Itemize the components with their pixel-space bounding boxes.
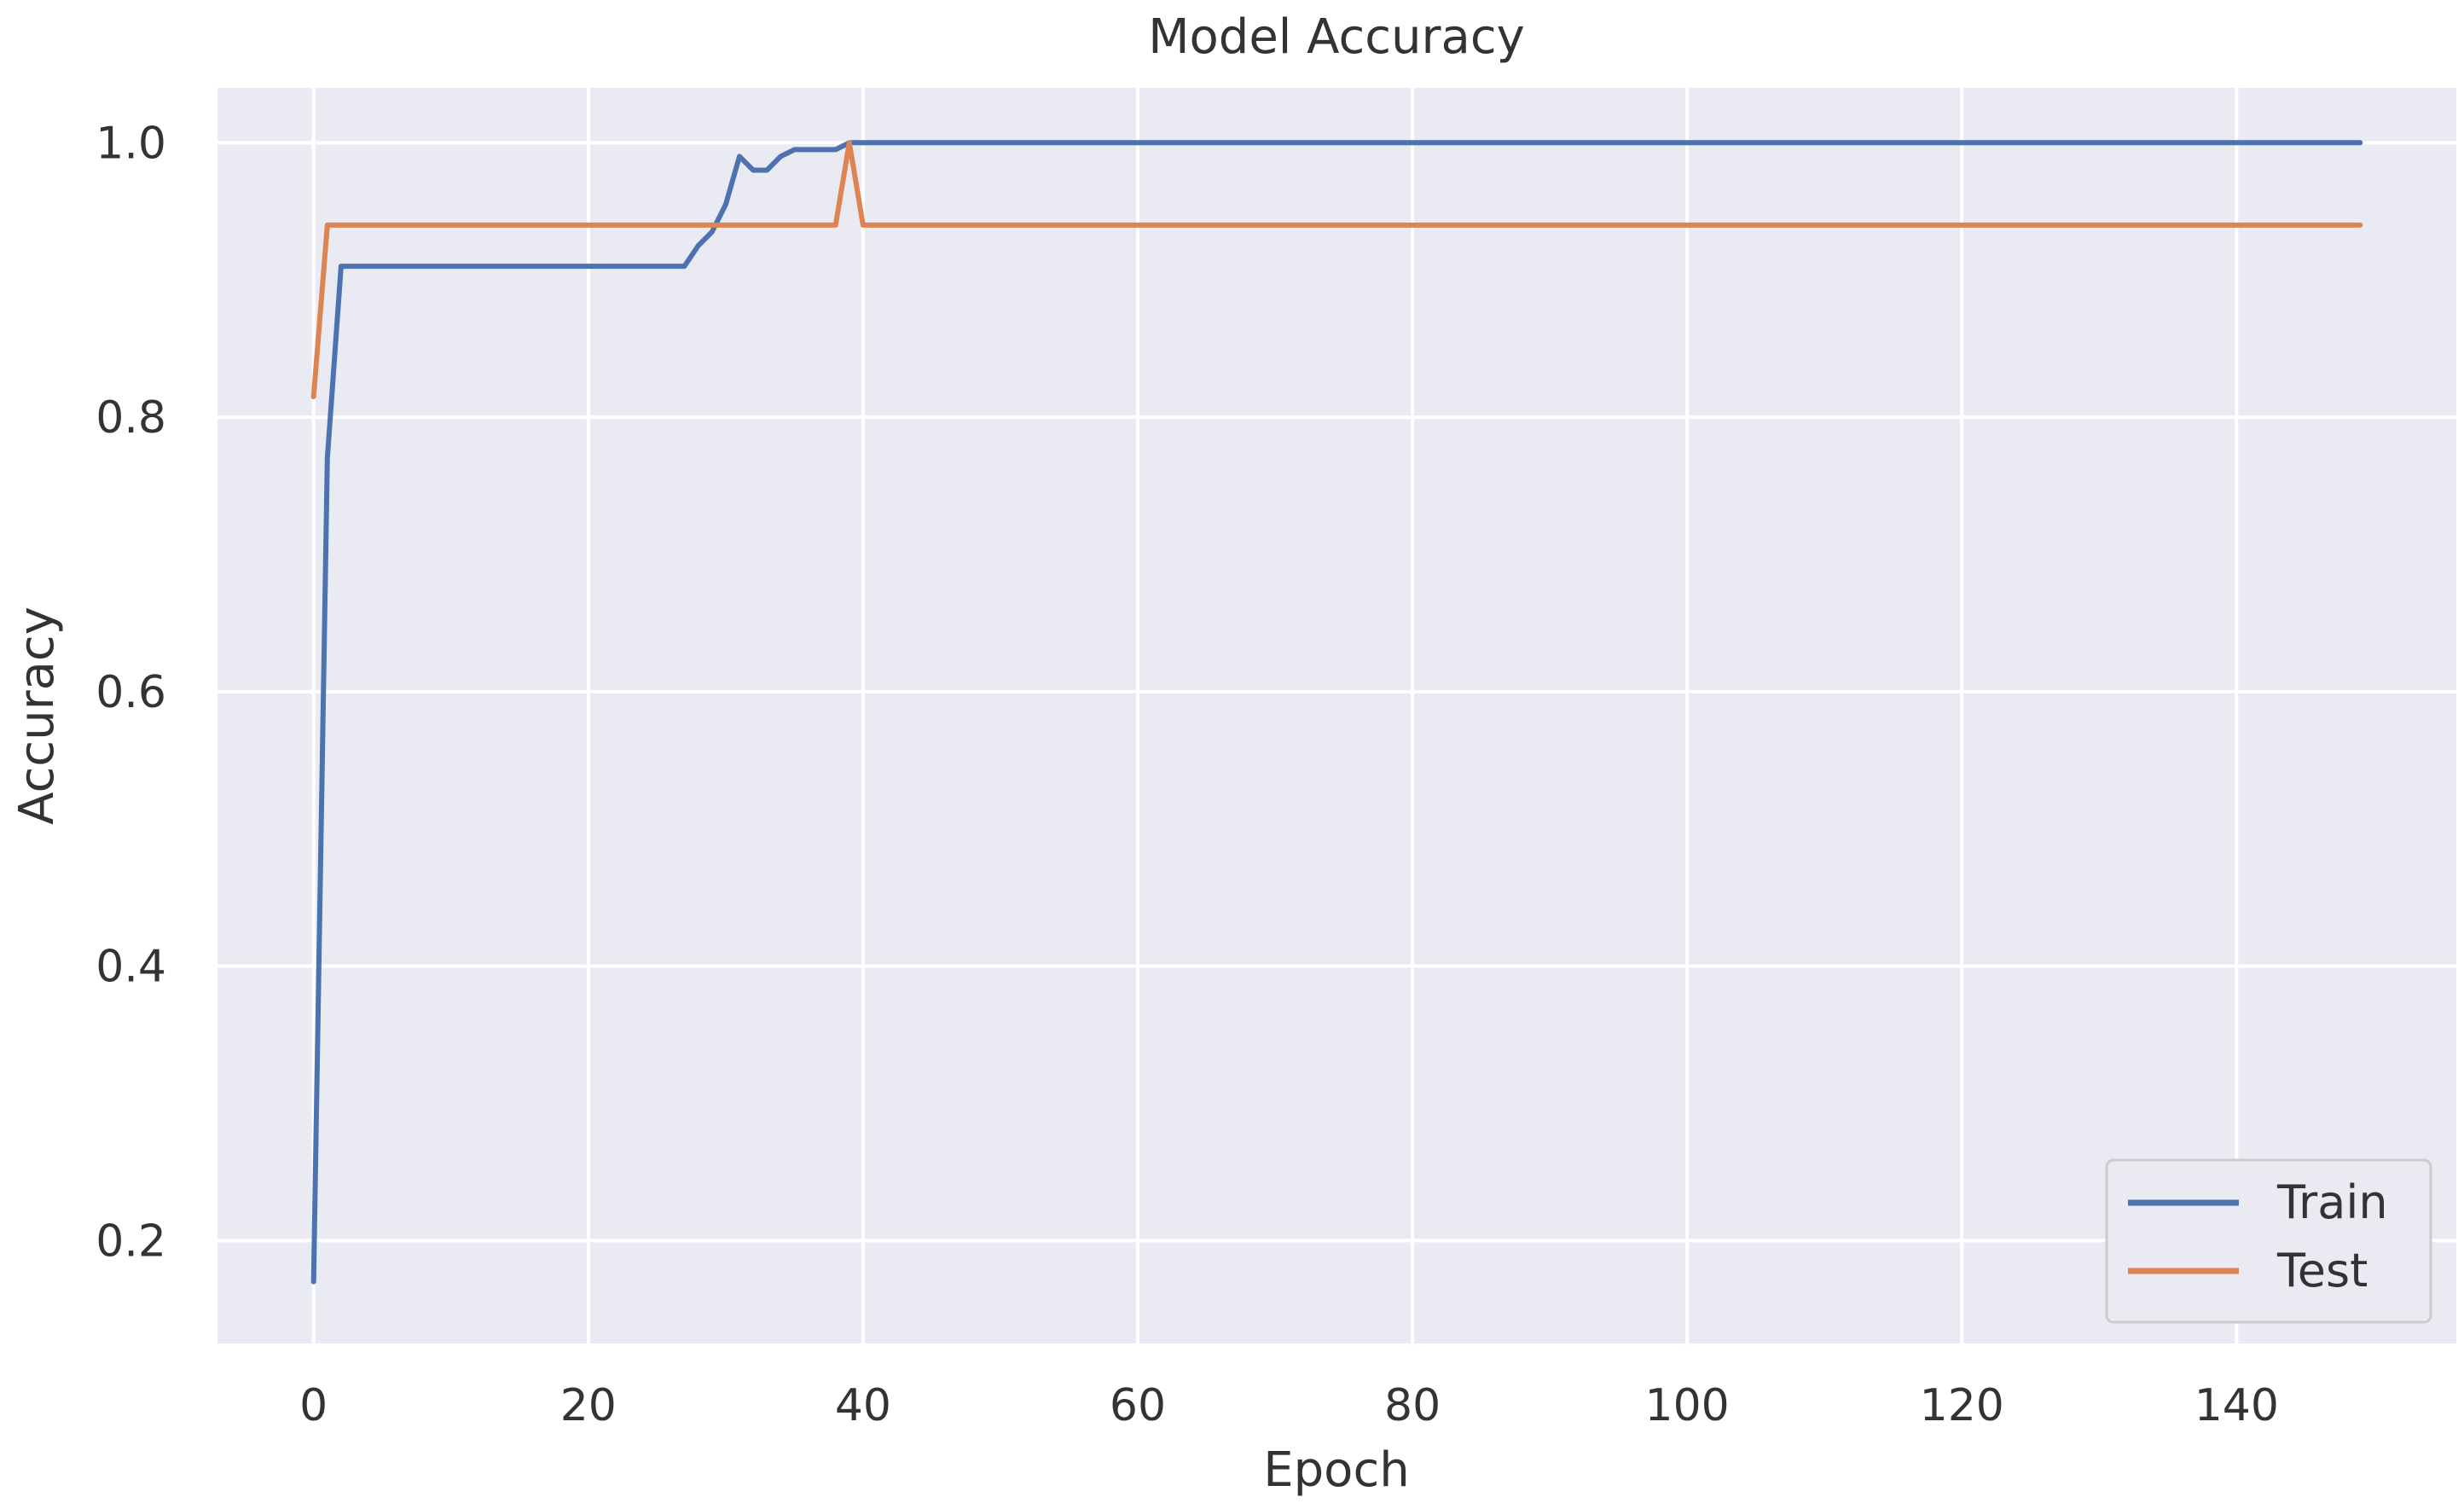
series-line-test (310, 140, 2363, 399)
chart-title: Model Accuracy (1148, 9, 1525, 65)
series-lines (310, 140, 2363, 1285)
x-tick-label: 140 (2194, 1380, 2279, 1431)
plot-background (217, 88, 2456, 1343)
legend-label-test: Test (2276, 1244, 2368, 1297)
x-tick-label: 80 (1384, 1380, 1441, 1431)
legend: Train Test (2105, 1158, 2432, 1324)
x-tick-label: 20 (560, 1380, 617, 1431)
x-axis-label: Epoch (1263, 1442, 1409, 1498)
x-tick-label: 100 (1645, 1380, 1730, 1431)
y-tick-label: 0.8 (96, 392, 166, 444)
legend-label-train: Train (2276, 1175, 2388, 1229)
x-tick-label: 60 (1110, 1380, 1166, 1431)
y-tick-label: 0.6 (96, 667, 166, 718)
x-tick-label: 120 (1920, 1380, 2004, 1431)
y-axis-label: Accuracy (9, 606, 65, 825)
y-tick-label: 0.2 (96, 1216, 166, 1267)
x-tick-label: 0 (299, 1380, 328, 1431)
series-line-train (310, 140, 2363, 1285)
y-tick-labels: 0.2 0.4 0.6 0.8 1.0 (96, 118, 166, 1267)
y-tick-label: 1.0 (96, 118, 166, 169)
x-tick-label: 40 (835, 1380, 891, 1431)
y-tick-label: 0.4 (96, 942, 166, 993)
x-tick-labels: 0 20 40 60 80 100 120 140 (299, 1380, 2279, 1431)
